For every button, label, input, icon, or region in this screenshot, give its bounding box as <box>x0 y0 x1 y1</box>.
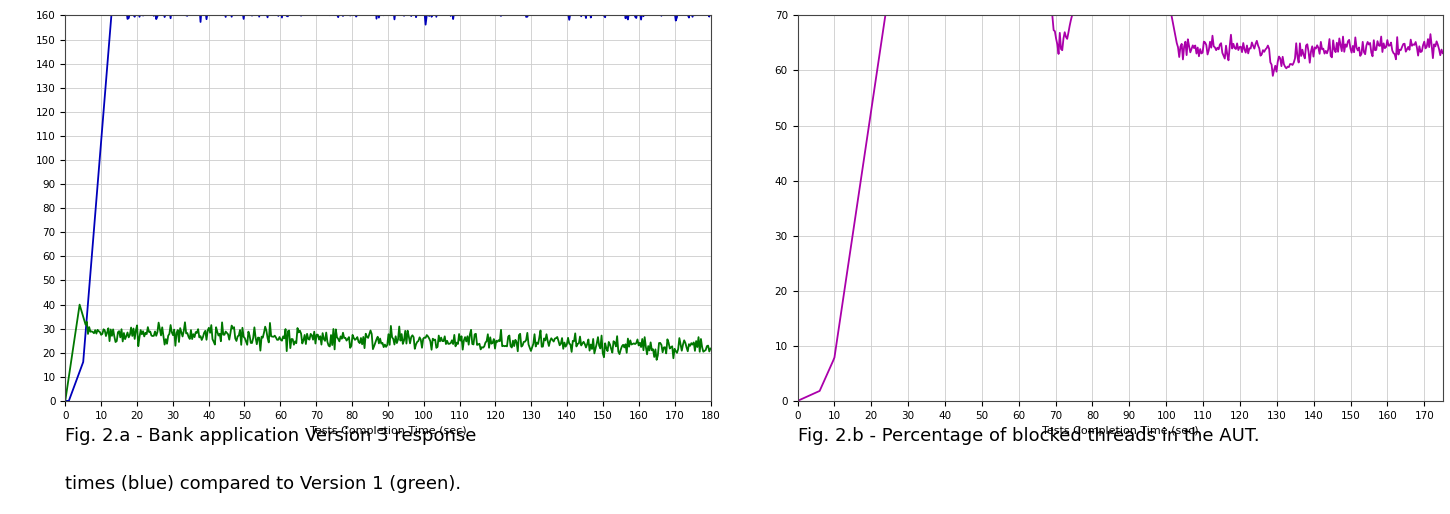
Text: Fig. 2.a - Bank application Version 3 response: Fig. 2.a - Bank application Version 3 re… <box>65 427 477 445</box>
Text: times (blue) compared to Version 1 (green).: times (blue) compared to Version 1 (gree… <box>65 475 461 493</box>
X-axis label: Tests Completion Time (sec): Tests Completion Time (sec) <box>1041 426 1199 436</box>
Text: Fig. 2.b - Percentage of blocked threads in the AUT.: Fig. 2.b - Percentage of blocked threads… <box>798 427 1259 445</box>
X-axis label: Tests Completion Time (sec): Tests Completion Time (sec) <box>309 426 467 436</box>
